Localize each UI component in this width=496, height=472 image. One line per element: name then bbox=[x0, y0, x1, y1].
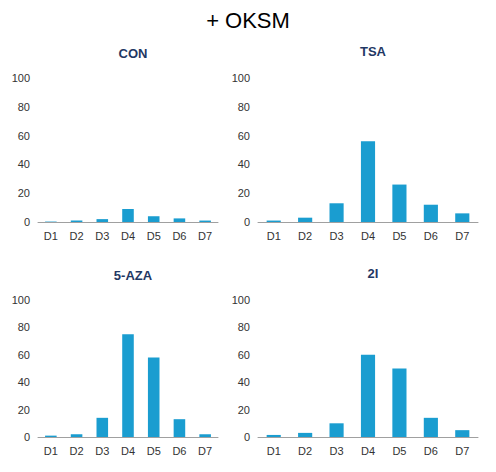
svg-text:20: 20 bbox=[238, 187, 250, 199]
svg-text:40: 40 bbox=[238, 376, 250, 388]
svg-text:D1: D1 bbox=[44, 445, 58, 457]
svg-text:D1: D1 bbox=[267, 230, 281, 242]
svg-text:+ OKSM: + OKSM bbox=[206, 8, 290, 33]
svg-text:D4: D4 bbox=[361, 445, 375, 457]
svg-text:D7: D7 bbox=[198, 445, 212, 457]
svg-text:40: 40 bbox=[18, 158, 30, 170]
svg-text:5-AZA: 5-AZA bbox=[114, 268, 153, 283]
svg-text:D4: D4 bbox=[121, 230, 135, 242]
svg-text:D5: D5 bbox=[392, 445, 406, 457]
svg-text:100: 100 bbox=[12, 72, 30, 84]
svg-text:80: 80 bbox=[238, 101, 250, 113]
svg-text:100: 100 bbox=[12, 294, 30, 306]
svg-text:80: 80 bbox=[238, 321, 250, 333]
svg-text:2I: 2I bbox=[368, 266, 379, 281]
svg-text:D2: D2 bbox=[298, 445, 312, 457]
svg-text:D4: D4 bbox=[121, 445, 135, 457]
svg-text:40: 40 bbox=[18, 376, 30, 388]
svg-text:60: 60 bbox=[18, 349, 30, 361]
svg-text:D7: D7 bbox=[455, 230, 469, 242]
svg-text:D4: D4 bbox=[361, 230, 375, 242]
svg-text:20: 20 bbox=[18, 187, 30, 199]
svg-text:80: 80 bbox=[18, 101, 30, 113]
svg-text:D3: D3 bbox=[330, 445, 344, 457]
svg-text:D5: D5 bbox=[147, 445, 161, 457]
svg-text:D3: D3 bbox=[330, 230, 344, 242]
svg-text:D6: D6 bbox=[172, 445, 186, 457]
svg-text:80: 80 bbox=[18, 321, 30, 333]
svg-text:D1: D1 bbox=[44, 230, 58, 242]
svg-text:40: 40 bbox=[238, 158, 250, 170]
svg-text:20: 20 bbox=[238, 404, 250, 416]
svg-text:D6: D6 bbox=[424, 445, 438, 457]
svg-text:CON: CON bbox=[119, 46, 148, 61]
svg-text:D3: D3 bbox=[95, 230, 109, 242]
svg-text:D6: D6 bbox=[172, 230, 186, 242]
svg-text:60: 60 bbox=[238, 130, 250, 142]
svg-text:D3: D3 bbox=[95, 445, 109, 457]
svg-text:0: 0 bbox=[24, 431, 30, 443]
svg-text:0: 0 bbox=[244, 216, 250, 228]
svg-text:D2: D2 bbox=[298, 230, 312, 242]
svg-text:D5: D5 bbox=[392, 230, 406, 242]
svg-text:60: 60 bbox=[18, 130, 30, 142]
svg-text:20: 20 bbox=[18, 404, 30, 416]
svg-text:100: 100 bbox=[232, 294, 250, 306]
svg-text:D5: D5 bbox=[147, 230, 161, 242]
svg-text:0: 0 bbox=[244, 431, 250, 443]
svg-text:60: 60 bbox=[238, 349, 250, 361]
svg-text:D7: D7 bbox=[455, 445, 469, 457]
svg-text:D7: D7 bbox=[198, 230, 212, 242]
svg-text:D2: D2 bbox=[70, 445, 84, 457]
svg-text:100: 100 bbox=[232, 72, 250, 84]
svg-text:TSA: TSA bbox=[360, 44, 387, 59]
svg-text:D6: D6 bbox=[424, 230, 438, 242]
svg-text:0: 0 bbox=[24, 216, 30, 228]
svg-text:D2: D2 bbox=[70, 230, 84, 242]
svg-text:D1: D1 bbox=[267, 445, 281, 457]
